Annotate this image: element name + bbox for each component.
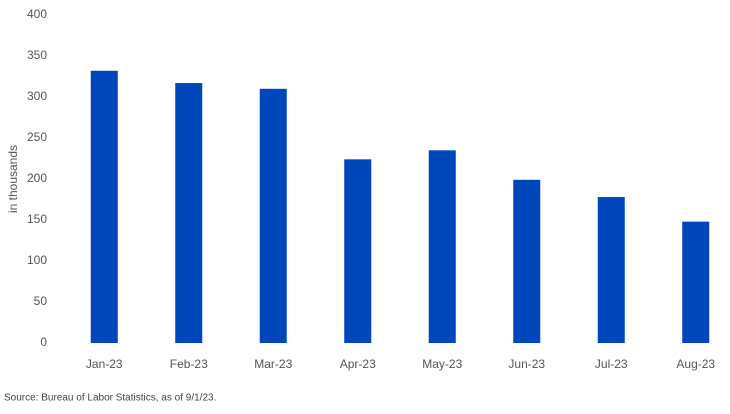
bar	[682, 221, 710, 343]
y-tick-label: 0	[40, 335, 47, 349]
x-tick-label: Feb-23	[170, 357, 208, 371]
x-tick-label: Jan-23	[86, 357, 123, 371]
y-tick-label: 250	[27, 130, 47, 144]
y-axis-label: in thousands	[6, 145, 20, 213]
bar	[597, 197, 625, 343]
y-tick-label: 400	[27, 7, 47, 21]
bar	[344, 159, 372, 343]
x-tick-label: Jun-23	[508, 357, 545, 371]
y-tick-label: 350	[27, 48, 47, 62]
bar	[513, 179, 541, 343]
x-tick-label: May-23	[422, 357, 462, 371]
y-tick-label: 200	[27, 171, 47, 185]
bar	[90, 70, 118, 343]
y-tick-label: 100	[27, 253, 47, 267]
x-tick-label: Aug-23	[676, 357, 715, 371]
x-tick-label: Mar-23	[254, 357, 292, 371]
x-tick-label: Apr-23	[340, 357, 376, 371]
bar	[175, 83, 203, 343]
x-tick-label: Jul-23	[595, 357, 628, 371]
y-tick-label: 300	[27, 89, 47, 103]
bar	[259, 88, 287, 343]
bar	[428, 150, 456, 343]
source-note: Source: Bureau of Labor Statistics, as o…	[4, 393, 216, 404]
y-tick-label: 150	[27, 212, 47, 226]
y-tick-label: 50	[34, 294, 48, 308]
